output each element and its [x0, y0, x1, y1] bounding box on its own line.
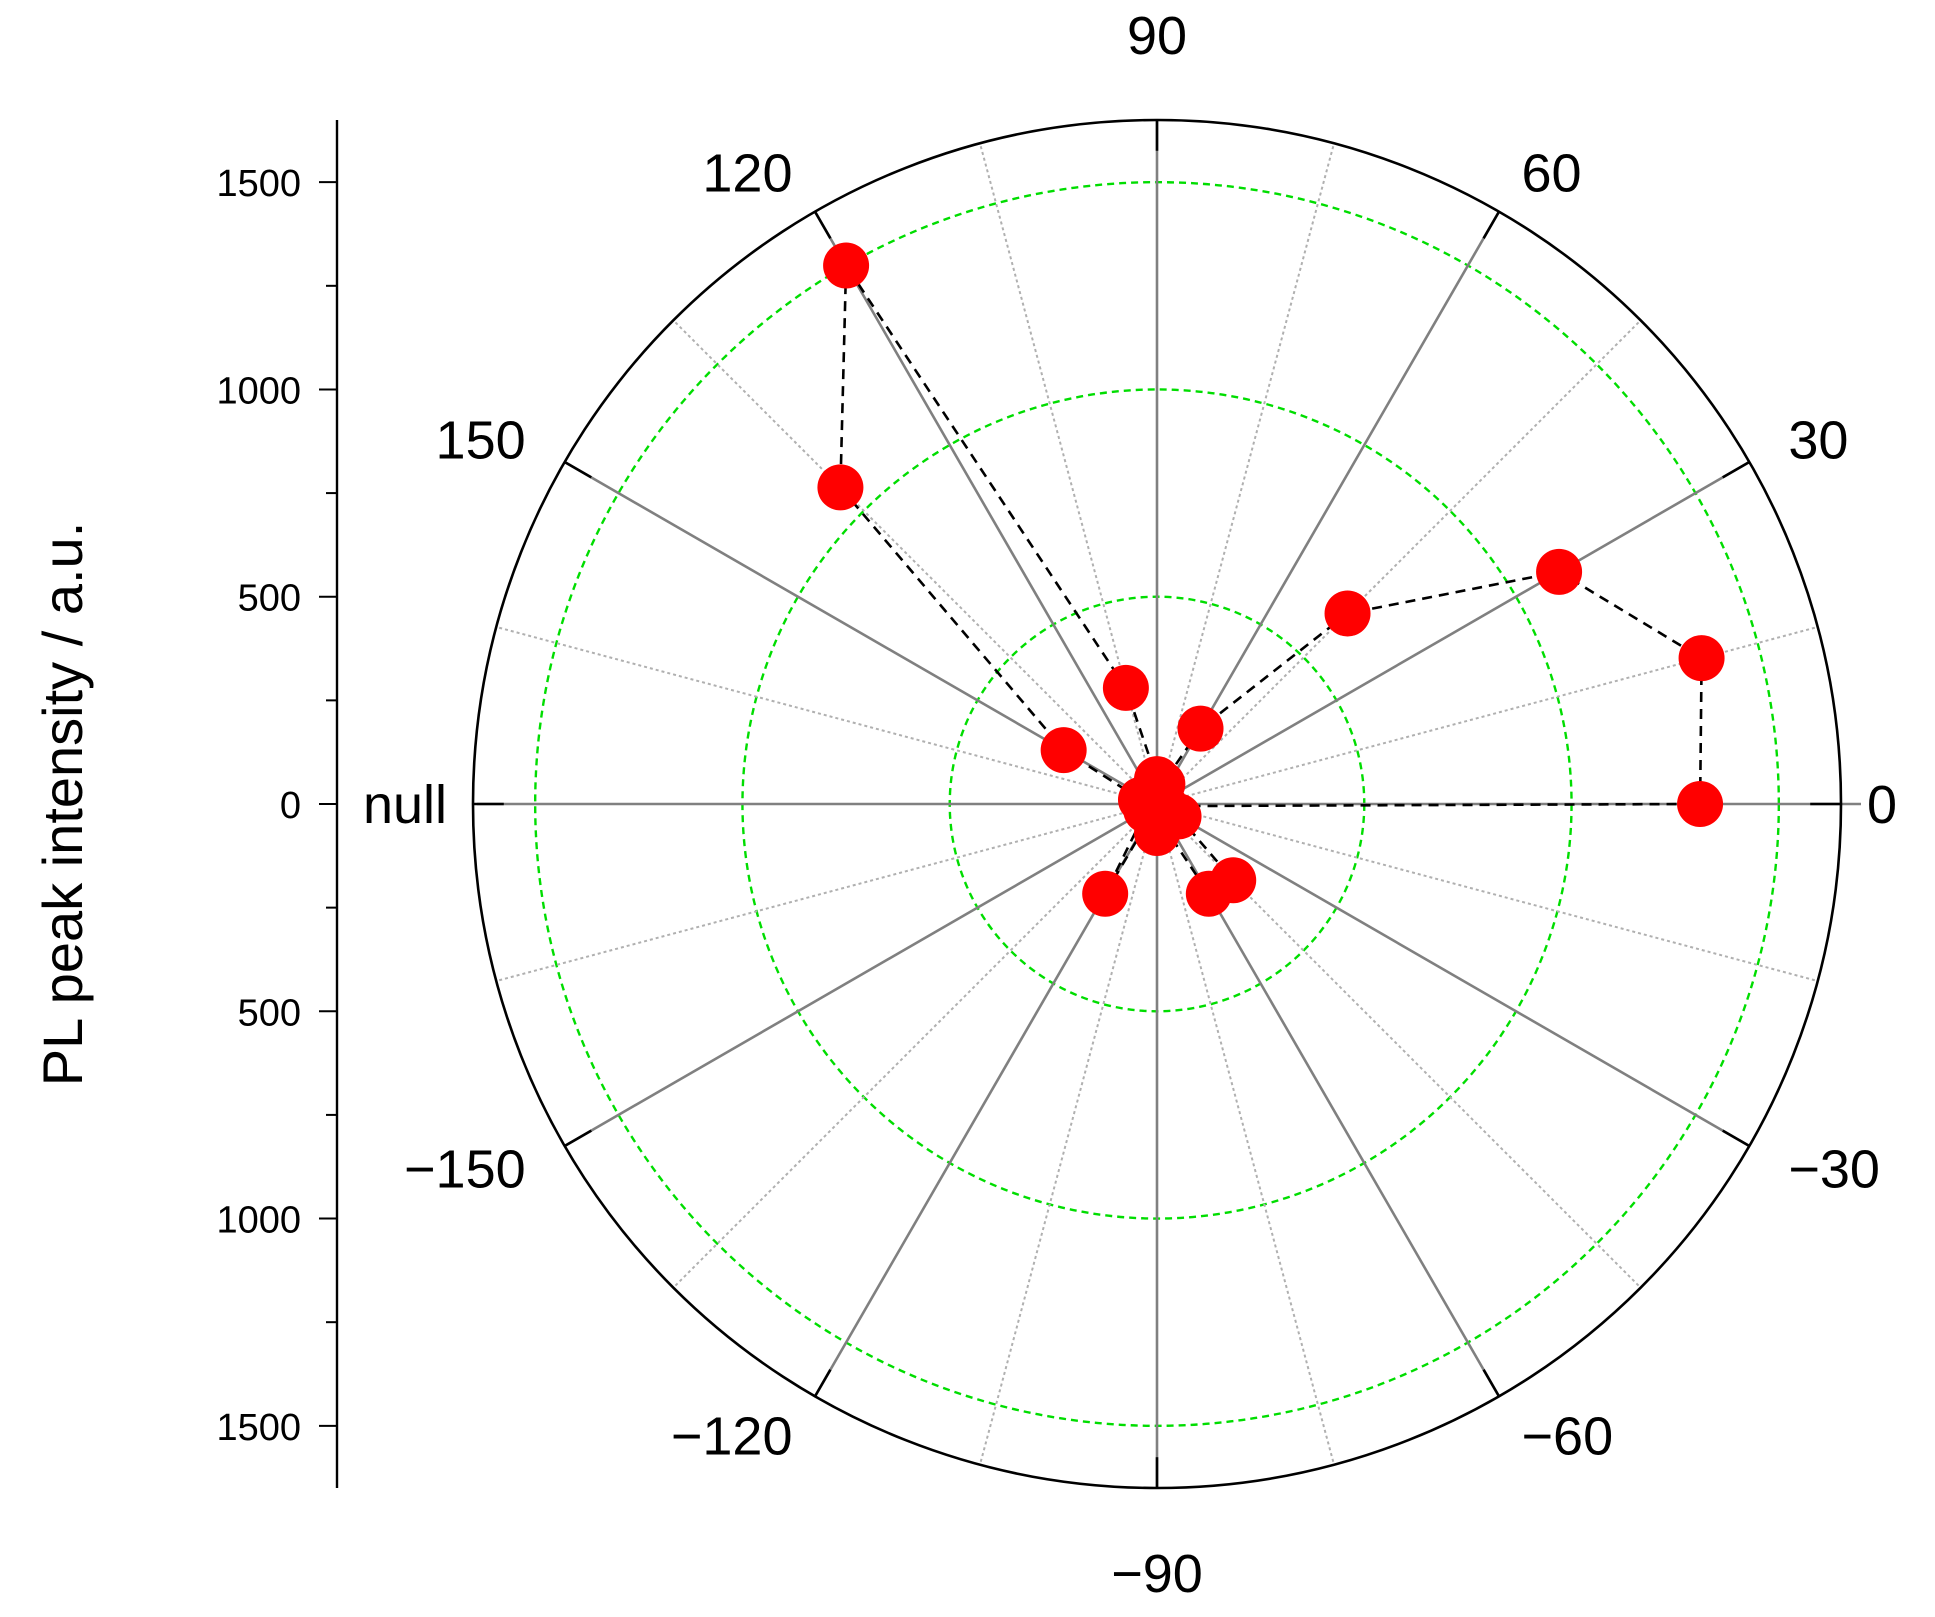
- polar-frame: [471, 118, 1843, 1490]
- minor-spoke: [1156, 803, 1335, 1465]
- angle-tick: [813, 210, 832, 239]
- angle-label-neg120: −120: [671, 1406, 793, 1466]
- angle-tick: [813, 1369, 832, 1398]
- angle-label-60: 60: [1522, 144, 1582, 204]
- minor-spoke: [1156, 803, 1818, 982]
- radial-axis: 1500 1000 500 0 500 1000 1500: [216, 120, 339, 1488]
- minor-spoke: [1156, 143, 1335, 805]
- data-series: [817, 242, 1725, 917]
- data-point: [1677, 781, 1724, 827]
- data-point: [1536, 548, 1583, 595]
- major-spoke: [1156, 802, 1751, 1148]
- minor-spoke: [979, 803, 1158, 1465]
- angle-tick: [1722, 1129, 1751, 1148]
- data-point: [1040, 727, 1087, 774]
- radial-tick-label: 0: [280, 785, 301, 827]
- major-spoke: [1155, 210, 1501, 805]
- angle-label-0: 0: [1867, 775, 1897, 835]
- data-point: [1177, 705, 1224, 752]
- angle-label-150: 150: [436, 411, 526, 471]
- minor-spoke: [496, 803, 1158, 982]
- angle-label-180: null: [363, 775, 447, 835]
- grid-spokes: [477, 120, 1861, 1488]
- angle-label-120: 120: [702, 144, 792, 204]
- angle-label-neg60: −60: [1522, 1406, 1614, 1466]
- minor-spoke: [672, 803, 1158, 1289]
- data-point: [1142, 783, 1189, 830]
- angle-label-90: 90: [1127, 6, 1187, 66]
- data-point: [1210, 857, 1257, 904]
- minor-spoke: [1156, 803, 1642, 1289]
- angle-tick: [563, 460, 592, 479]
- data-point: [1102, 664, 1149, 711]
- data-point: [1324, 590, 1371, 637]
- radial-tick-label: 500: [238, 992, 301, 1034]
- minor-spoke: [1156, 319, 1642, 805]
- angle-tick: [1722, 460, 1751, 479]
- angular-tick-labels: 0 30 60 90 120 150 null −150 −120 −90 −60 −30: [363, 6, 1897, 1604]
- angle-label-neg30: −30: [1788, 1140, 1880, 1200]
- angle-tick: [1482, 210, 1501, 239]
- major-spoke: [813, 210, 1159, 805]
- data-point: [823, 242, 870, 289]
- y-axis-label: PL peak intensity / a.u.: [31, 522, 94, 1086]
- radial-tick-label: 1000: [216, 370, 301, 412]
- data-point: [817, 464, 864, 511]
- minor-spoke: [672, 319, 1158, 805]
- data-point: [1678, 635, 1725, 682]
- angle-label-neg150: −150: [404, 1140, 526, 1200]
- minor-spoke: [496, 626, 1158, 805]
- major-spoke: [1156, 460, 1751, 806]
- radial-tick-label: 1500: [216, 163, 301, 205]
- radial-tick-label: 500: [238, 578, 301, 620]
- data-point: [1082, 870, 1129, 917]
- angle-tick: [563, 1129, 592, 1148]
- angle-tick: [1482, 1369, 1501, 1398]
- radial-tick-label: 1500: [216, 1407, 301, 1449]
- angle-label-neg90: −90: [1111, 1544, 1203, 1604]
- major-spoke: [563, 802, 1158, 1148]
- radial-tick-label: 1000: [216, 1200, 301, 1242]
- angle-label-30: 30: [1788, 411, 1848, 471]
